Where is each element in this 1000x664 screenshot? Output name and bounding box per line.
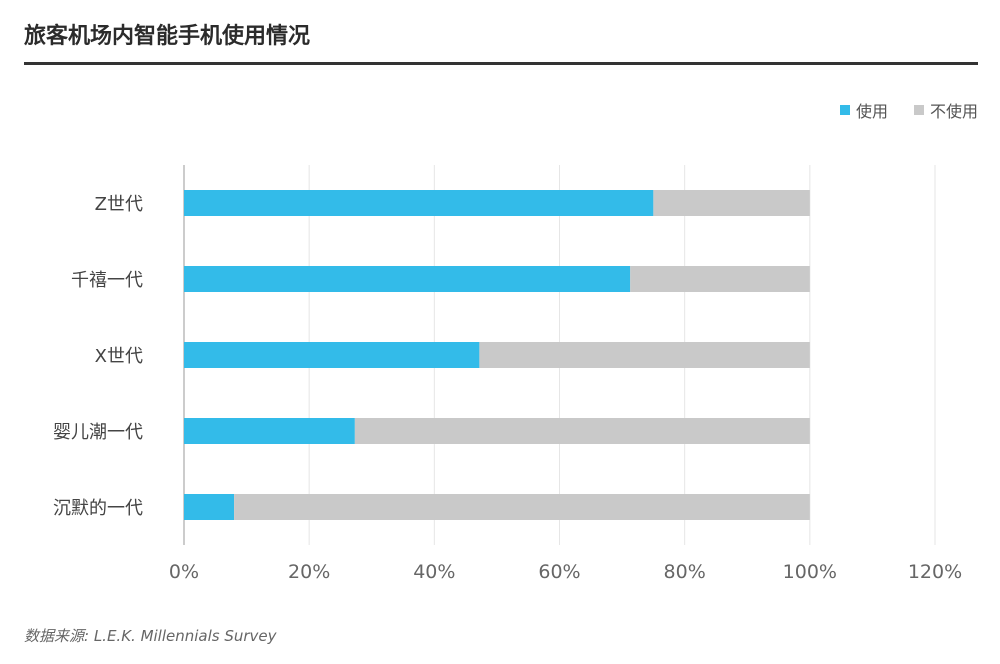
bar-use: [184, 190, 654, 216]
x-tick-label: 120%: [908, 561, 962, 583]
bar-not-use: [630, 266, 810, 292]
legend-swatch-not-use: [913, 105, 924, 115]
category-label: Z世代: [95, 194, 143, 215]
bar-use: [184, 266, 631, 292]
legend-label-use: 使用: [855, 102, 888, 121]
chart-title: 旅客机场内智能手机使用情况: [24, 24, 311, 49]
title-divider: [24, 62, 978, 65]
category-label: X世代: [95, 346, 143, 367]
legend-item-not-use: 不使用: [913, 98, 978, 122]
legend: 使用 不使用: [839, 98, 978, 122]
source-note: 数据来源: L.E.K. Millennials Survey: [24, 627, 277, 645]
legend-item-use: 使用: [839, 98, 888, 122]
bar-not-use: [479, 342, 810, 368]
category-label: 沉默的一代: [53, 498, 143, 519]
x-tick-label: 80%: [664, 561, 706, 583]
x-tick-label: 0%: [169, 561, 199, 583]
category-label: 千禧一代: [71, 270, 143, 291]
x-tick-label: 20%: [288, 561, 330, 583]
x-tick-label: 100%: [783, 561, 837, 583]
legend-label-not-use: 不使用: [929, 102, 978, 121]
bar-not-use: [354, 418, 810, 444]
x-tick-label: 40%: [413, 561, 455, 583]
category-label: 婴儿潮一代: [53, 422, 143, 443]
bar-use: [184, 342, 480, 368]
legend-swatch-use: [839, 105, 850, 115]
x-tick-label: 60%: [538, 561, 580, 583]
bar-use: [184, 418, 355, 444]
bar-use: [184, 494, 235, 520]
bar-not-use: [653, 190, 810, 216]
bar-not-use: [234, 494, 810, 520]
